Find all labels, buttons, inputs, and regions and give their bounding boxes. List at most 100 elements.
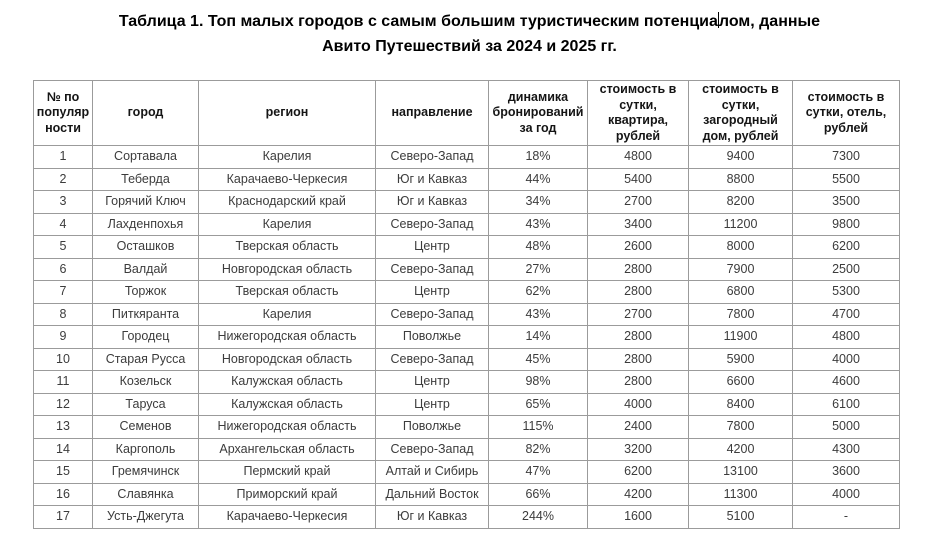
column-header-3: направление <box>375 80 489 146</box>
table-row: 13 Семенов Нижегородская область Поволжье 11… <box>33 415 900 439</box>
table-row: 7 Торжок Тверская область Центр 62% 2800 6800 5… <box>33 280 900 304</box>
table-cell: 8800 <box>688 167 793 191</box>
table-cell: 5400 <box>587 167 689 191</box>
table-row: 11 Козельск Калужская область Центр 98% 2800 6… <box>33 370 900 394</box>
table-cell: Северо-Запад <box>375 437 489 461</box>
table-cell: 2400 <box>587 415 689 439</box>
table-cell: 2 <box>33 167 93 191</box>
table-title-line2: Авито Путешествий за 2024 и 2025 гг. <box>322 38 617 55</box>
table-cell: 5100 <box>688 505 793 529</box>
table-cell: 4700 <box>792 302 900 326</box>
table-cell: 13100 <box>688 460 793 484</box>
table-cell: 43% <box>488 212 588 236</box>
table-cell: Каргополь <box>92 437 199 461</box>
table-cell: 62% <box>488 280 588 304</box>
table-cell: 14 <box>33 437 93 461</box>
table-cell: 65% <box>488 392 588 416</box>
table-cell: 66% <box>488 482 588 506</box>
table-cell: 4000 <box>792 482 900 506</box>
table-cell: Юг и Кавказ <box>375 167 489 191</box>
table-cell: 44% <box>488 167 588 191</box>
table-cell: 4 <box>33 212 93 236</box>
table-cell: 1 <box>33 145 93 169</box>
table-cell: Усть-Джегута <box>92 505 199 529</box>
table-cell: Карачаево-Черкесия <box>198 167 376 191</box>
table-cell: Торжок <box>92 280 199 304</box>
table-cell: Карелия <box>198 212 376 236</box>
table-row: 3 Горячий Ключ Краснодарский край Юг и Кавк… <box>33 190 900 214</box>
table-cell: 48% <box>488 235 588 259</box>
table-cell: Юг и Кавказ <box>375 505 489 529</box>
table-cell: 17 <box>33 505 93 529</box>
table-cell: Горячий Ключ <box>92 190 199 214</box>
table-cell: Нижегородская область <box>198 325 376 349</box>
table-cell: 2800 <box>587 257 689 281</box>
table-title: Таблица 1. Топ малых городов с самым бол… <box>0 0 939 59</box>
table-cell: 27% <box>488 257 588 281</box>
column-header-4: динамика бронирований за год <box>488 80 588 146</box>
table-cell: 18% <box>488 145 588 169</box>
table-cell: 244% <box>488 505 588 529</box>
table-cell: 8200 <box>688 190 793 214</box>
table-cell: Архангельская область <box>198 437 376 461</box>
table-cell: Карелия <box>198 302 376 326</box>
table-title-line1-text-after-cursor: лом, данные <box>718 13 821 30</box>
table-cell: Питкяранта <box>92 302 199 326</box>
table-cell: Карачаево-Черкесия <box>198 505 376 529</box>
table-cell: Нижегородская область <box>198 415 376 439</box>
table-header-row: № по популярности город регион направление д… <box>33 80 900 146</box>
table-cell: 7800 <box>688 415 793 439</box>
table-row: 5 Осташков Тверская область Центр 48% 2600 800… <box>33 235 900 259</box>
table-row: 16 Славянка Приморский край Дальний Восток 6… <box>33 482 900 506</box>
table-cell: 3400 <box>587 212 689 236</box>
table-cell: 98% <box>488 370 588 394</box>
table-cell: 4000 <box>587 392 689 416</box>
table-cell: 43% <box>488 302 588 326</box>
table-cell: Лахденпохья <box>92 212 199 236</box>
table-cell: 3200 <box>587 437 689 461</box>
table-cell: 4600 <box>792 370 900 394</box>
table-cell: Тверская область <box>198 280 376 304</box>
table-cell: Приморский край <box>198 482 376 506</box>
table-cell: Козельск <box>92 370 199 394</box>
table-cell: Славянка <box>92 482 199 506</box>
table-row: 10 Старая Русса Новгородская область Северо… <box>33 347 900 371</box>
table-cell: 6 <box>33 257 93 281</box>
table-cell: 8000 <box>688 235 793 259</box>
table-cell: Северо-Запад <box>375 257 489 281</box>
table-cell: Поволжье <box>375 415 489 439</box>
table-cell: 12 <box>33 392 93 416</box>
table-row: 8 Питкяранта Карелия Северо-Запад 43% 2700 780… <box>33 302 900 326</box>
table-cell: 4800 <box>587 145 689 169</box>
table-cell: 8400 <box>688 392 793 416</box>
table-cell: 5000 <box>792 415 900 439</box>
column-header-1: город <box>92 80 199 146</box>
column-header-2: регион <box>198 80 376 146</box>
column-header-6: стоимость в сутки, загородный дом, рубле… <box>688 80 793 146</box>
table-cell: 6600 <box>688 370 793 394</box>
table-cell: Калужская область <box>198 370 376 394</box>
table-cell: Поволжье <box>375 325 489 349</box>
table-cell: Гремячинск <box>92 460 199 484</box>
table-cell: Новгородская область <box>198 347 376 371</box>
table-cell: Таруса <box>92 392 199 416</box>
table-cell: Дальний Восток <box>375 482 489 506</box>
table-cell: Осташков <box>92 235 199 259</box>
table-cell: 6100 <box>792 392 900 416</box>
table-cell: 4300 <box>792 437 900 461</box>
table-cell: - <box>792 505 900 529</box>
table-body: 1 Сортавала Карелия Северо-Запад 18% 4800 9 400… <box>33 145 900 529</box>
table-cell: 2800 <box>587 325 689 349</box>
table-cell: 2800 <box>587 347 689 371</box>
table-cell: Краснодарский край <box>198 190 376 214</box>
table-cell: 9 <box>33 325 93 349</box>
tourism-table: № по популярности город регион направление д… <box>33 80 900 529</box>
table-cell: Сортавала <box>92 145 199 169</box>
table-cell: Пермский край <box>198 460 376 484</box>
table-cell: 115% <box>488 415 588 439</box>
table-cell: Новгородская область <box>198 257 376 281</box>
table-cell: 5900 <box>688 347 793 371</box>
table-cell: Центр <box>375 370 489 394</box>
table-cell: 3500 <box>792 190 900 214</box>
table-cell: 7800 <box>688 302 793 326</box>
